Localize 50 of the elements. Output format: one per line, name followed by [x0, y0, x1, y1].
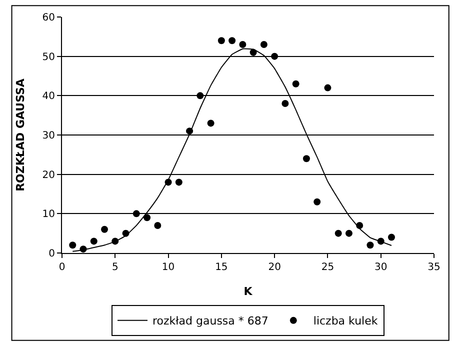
point	[366, 242, 374, 249]
point	[239, 41, 246, 48]
y-tick-label: 50	[42, 52, 55, 63]
y-tick-label: 0	[48, 248, 55, 260]
point	[175, 178, 182, 186]
x-tick-label: 35	[428, 262, 440, 273]
point	[196, 92, 204, 100]
point	[314, 198, 321, 206]
point	[144, 214, 151, 222]
y-tick-label: 30	[42, 130, 55, 142]
y-tick-label: 40	[42, 91, 55, 102]
legend-label: rozkład gaussa * 687	[152, 314, 268, 328]
point	[80, 246, 87, 253]
point	[345, 230, 352, 237]
point	[164, 178, 172, 186]
point	[69, 242, 76, 249]
x-tick-label: 30	[374, 262, 388, 273]
point	[186, 128, 194, 135]
point	[207, 120, 214, 127]
point	[112, 238, 119, 245]
point	[90, 238, 98, 245]
point	[101, 226, 108, 233]
point	[302, 155, 310, 162]
legend-label: liczba kulek	[313, 314, 378, 328]
x-tick-label: 25	[321, 262, 334, 273]
point	[282, 100, 289, 108]
x-tick-label: 5	[112, 262, 118, 273]
y-tick-label: 10	[42, 209, 55, 220]
point	[218, 37, 225, 44]
x-tick-label: 10	[162, 262, 175, 273]
y-tick-label: 20	[42, 170, 55, 181]
x-axis-title: K	[244, 285, 253, 298]
point	[228, 37, 236, 44]
point	[132, 210, 140, 218]
point	[388, 234, 395, 241]
point	[334, 230, 342, 237]
y-axis-title: ROZKŁAD GAUSSA	[14, 78, 27, 192]
point	[377, 238, 384, 245]
point	[292, 80, 300, 88]
point	[122, 230, 130, 237]
y-tick-label: 60	[42, 12, 55, 24]
point	[356, 222, 364, 229]
point	[154, 222, 162, 229]
point	[260, 41, 268, 48]
point	[324, 84, 332, 92]
point	[271, 52, 278, 60]
point	[250, 48, 257, 56]
x-tick-label: 20	[268, 262, 281, 273]
x-tick-label: 0	[58, 262, 66, 273]
x-tick-label: 15	[215, 262, 228, 273]
